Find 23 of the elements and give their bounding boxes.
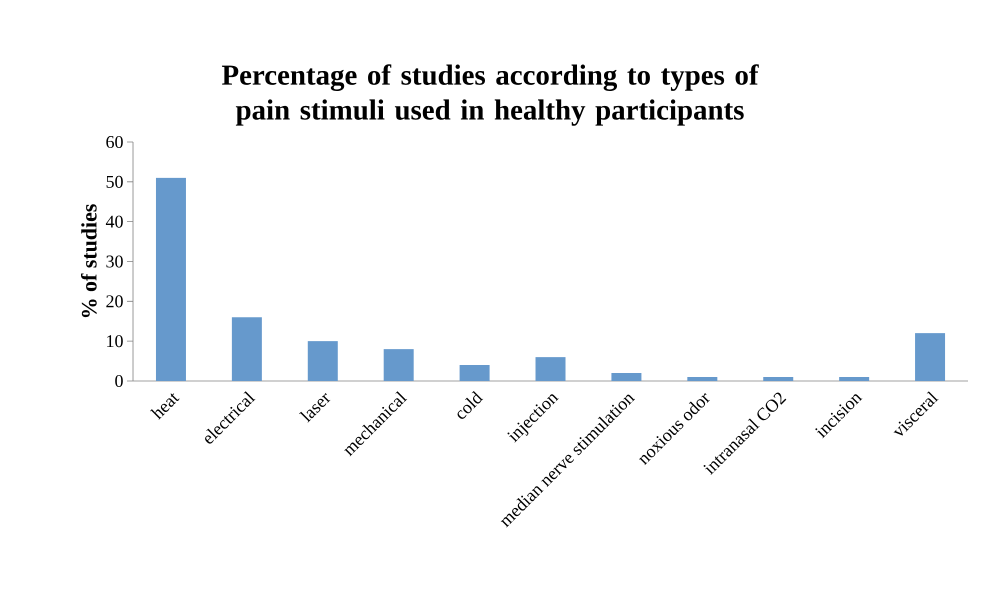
x-tick-label: cold (458, 390, 484, 419)
y-tick-label: 50 (106, 176, 123, 188)
y-tick-label: 40 (106, 216, 123, 228)
bar (232, 317, 262, 381)
bar (308, 341, 338, 381)
y-tick-label: 10 (107, 335, 123, 348)
bar (915, 333, 946, 381)
bar (687, 377, 718, 381)
x-tick-label: laser (299, 393, 330, 423)
y-tick-label: 30 (106, 255, 123, 268)
bar (156, 178, 186, 381)
bar (839, 377, 870, 381)
y-tick-label: 0 (115, 374, 123, 388)
y-axis-title: % of studies (80, 204, 97, 318)
bar (384, 349, 414, 381)
x-tick-label: heat (150, 393, 180, 420)
chart-title: Percentage of studies according to types of pain stimuli used in healthy participants (222, 64, 759, 126)
bar (536, 357, 566, 381)
y-tick-label: 60 (106, 136, 123, 148)
bar (611, 373, 642, 381)
bar (460, 365, 490, 381)
bar (763, 377, 794, 381)
y-tick-label: 20 (106, 295, 123, 308)
